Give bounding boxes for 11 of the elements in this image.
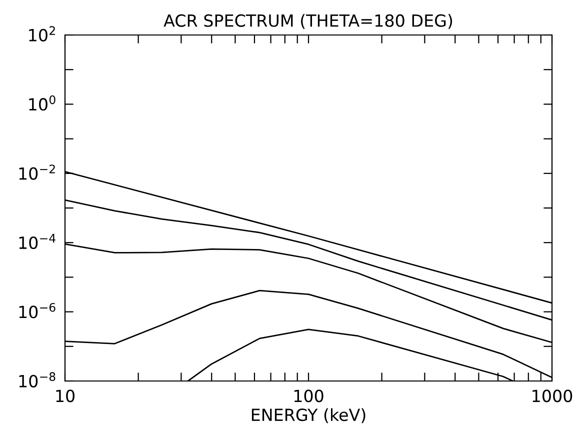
chart-title: ACR SPECTRUM (THETA=180 DEG) bbox=[164, 14, 452, 29]
x-tick-label: 100 bbox=[294, 390, 324, 402]
x-tick-label: 1000 bbox=[532, 390, 572, 402]
y-tick-label: 10$^{0}$ bbox=[29, 95, 56, 111]
x-axis-title: ENERGY (keV) bbox=[252, 408, 366, 424]
y-tick-label: 10$^{−8}$ bbox=[19, 372, 56, 388]
x-tick-label: 10 bbox=[56, 390, 74, 402]
y-tick-label: 10$^{−6}$ bbox=[19, 302, 56, 318]
y-tick-label: 10$^{2}$ bbox=[29, 26, 55, 42]
y-tick-label: 10$^{−4}$ bbox=[19, 234, 56, 250]
y-tick-label: 10$^{−2}$ bbox=[19, 164, 55, 180]
